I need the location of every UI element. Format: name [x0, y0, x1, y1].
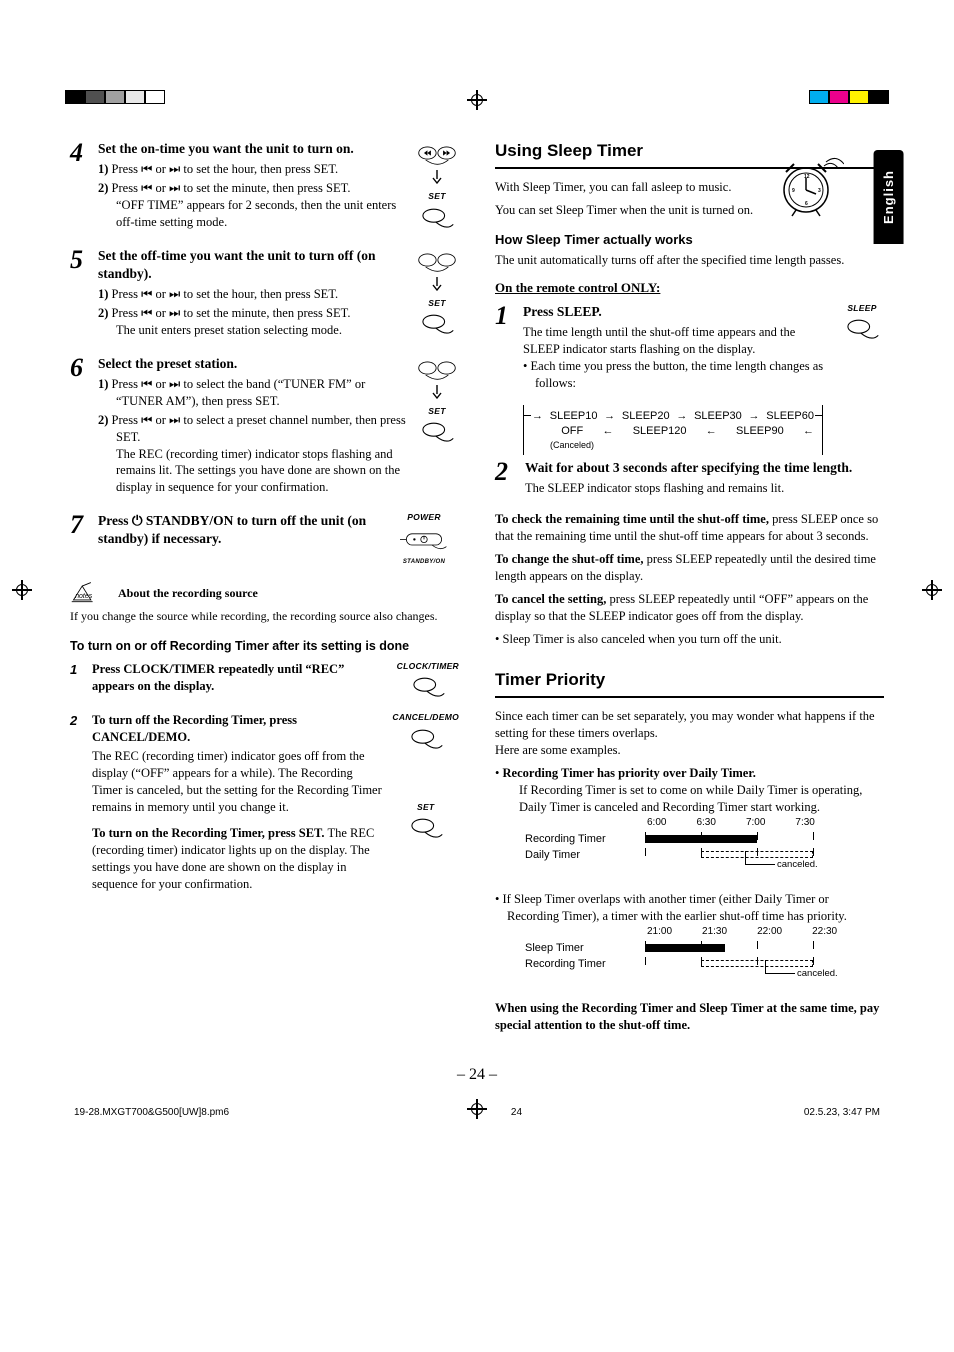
down-arrow-icon	[431, 385, 443, 402]
toggle-step-2: 2 To turn off the Recording Timer, press…	[70, 712, 459, 893]
set-label: SET	[428, 191, 445, 202]
step-4: 4 Set the on-time you want the unit to t…	[70, 140, 459, 233]
set-button-icon	[417, 313, 457, 339]
notes-body: If you change the source while recording…	[70, 608, 459, 624]
grayscale-swatches	[65, 90, 165, 104]
standby-on-label: STANDBY/ON	[403, 558, 445, 566]
how-works-body: The unit automatically turns off after t…	[495, 252, 884, 269]
crosshair-icon	[12, 580, 32, 600]
set-button-icon	[417, 207, 457, 233]
toggle-step-body: The REC (recording timer) indicator goes…	[92, 748, 384, 816]
set-button-icon	[406, 817, 446, 843]
priority-point-1: • Recording Timer has priority over Dail…	[495, 765, 884, 881]
step-title: Set the on-time you want the unit to tur…	[98, 140, 409, 158]
step-5: 5 Set the off-time you want the unit to …	[70, 247, 459, 341]
sleep-label: SLEEP	[847, 303, 876, 314]
down-arrow-icon	[431, 170, 443, 187]
substep: 1) Press ⏮ or ⏭ to set the hour, then pr…	[98, 286, 409, 303]
standby-button-icon	[400, 528, 448, 554]
svg-text:6: 6	[805, 201, 808, 207]
crosshair-icon	[922, 580, 942, 600]
print-registration-top	[0, 90, 954, 120]
right-column: Using Sleep Timer With Sleep Timer, you …	[495, 140, 884, 1040]
set-label: SET	[428, 298, 445, 309]
check-time-para: To check the remaining time until the sh…	[495, 511, 884, 545]
color-swatches	[809, 90, 889, 104]
svg-text:12: 12	[804, 174, 810, 180]
svg-text:3: 3	[818, 188, 821, 194]
skip-buttons-icon	[417, 140, 457, 166]
timer-priority-note: When using the Recording Timer and Sleep…	[495, 1000, 884, 1034]
skip-buttons-icon	[417, 247, 457, 273]
substep: 2) Press ⏮ or ⏭ to set the minute, then …	[98, 305, 409, 339]
cancel-demo-button-icon	[406, 728, 446, 754]
clock-timer-button-icon	[408, 676, 448, 702]
substep: 1) Press ⏮ or ⏭ to select the band (“TUN…	[98, 376, 409, 410]
toggle-step-title: To turn off the Recording Timer, press C…	[92, 712, 384, 746]
step-title: Press ⏻ STANDBY/ON to turn off the unit …	[98, 512, 383, 548]
crosshair-icon	[467, 90, 487, 110]
left-column: 4 Set the on-time you want the unit to t…	[70, 140, 459, 1040]
divider	[495, 696, 884, 698]
set-label: SET	[417, 802, 434, 813]
canceled-label: (Canceled)	[550, 439, 814, 451]
notes-block: notes About the recording source If you …	[70, 580, 459, 624]
step-number: 5	[70, 247, 92, 341]
step-title: Select the preset station.	[98, 355, 409, 373]
toggle-on-title: To turn on the Recording Timer, press SE…	[92, 826, 325, 840]
sleep-chain-diagram: →SLEEP10→ SLEEP20→ SLEEP30→ SLEEP60 OFF←…	[523, 405, 823, 455]
cancel-demo-label: CANCEL/DEMO	[392, 712, 459, 723]
step-number: 6	[70, 355, 92, 498]
clock-timer-label: CLOCK/TIMER	[397, 661, 459, 672]
skip-buttons-icon	[417, 355, 457, 381]
timer-priority-intro: Since each timer can be set separately, …	[495, 708, 884, 759]
substep: 1) Press ⏮ or ⏭ to set the hour, then pr…	[98, 161, 409, 178]
sleep-step-2: 2 Wait for about 3 seconds after specify…	[495, 459, 884, 497]
timer-priority-heading: Timer Priority	[495, 669, 884, 692]
notes-heading: About the recording source	[118, 585, 258, 601]
step-7: 7 Press ⏻ STANDBY/ON to turn off the uni…	[70, 512, 459, 566]
step-title: Wait for about 3 seconds after specifyin…	[525, 459, 884, 477]
step-body-text: The time length until the shut-off time …	[523, 324, 834, 358]
step-number: 2	[495, 459, 517, 497]
step-title: Set the off-time you want the unit to tu…	[98, 247, 409, 283]
notes-icon: notes	[70, 580, 110, 606]
toggle-heading: To turn on or off Recording Timer after …	[70, 638, 459, 655]
set-button-icon	[417, 421, 457, 447]
cancel-bullet: • Sleep Timer is also canceled when you …	[495, 631, 884, 648]
power-label: POWER	[407, 512, 441, 523]
step-number: 1	[495, 303, 517, 392]
priority-chart-2: 21:0021:3022:0022:30Sleep TimerRecording…	[525, 925, 884, 991]
step-body-text: The SLEEP indicator stops flashing and r…	[525, 480, 884, 497]
change-time-para: To change the shut-off time, press SLEEP…	[495, 551, 884, 585]
substep: 2) Press ⏮ or ⏭ to select a preset chann…	[98, 412, 409, 496]
toggle-step-title: Press CLOCK/TIMER repeatedly until “REC”…	[92, 661, 389, 695]
priority-chart-1: 6:006:307:007:30Recording TimerDaily Tim…	[525, 816, 884, 882]
svg-text:notes: notes	[75, 593, 93, 600]
priority-point-2: • If Sleep Timer overlaps with another t…	[495, 891, 884, 990]
sleep-step-1: 1 Press SLEEP. The time length until the…	[495, 303, 884, 392]
step-number: 7	[70, 512, 92, 566]
step-number: 4	[70, 140, 92, 233]
toggle-step-1: 1 Press CLOCK/TIMER repeatedly until “RE…	[70, 661, 459, 702]
sleep-button-icon	[842, 318, 882, 344]
crosshair-icon	[467, 1099, 487, 1119]
set-label: SET	[428, 406, 445, 417]
print-registration-bottom	[0, 1099, 954, 1129]
remote-only-heading: On the remote control ONLY:	[495, 279, 884, 297]
alarm-clock-illustration: 12 3 6 9	[774, 150, 844, 220]
step-bullet: • Each time you press the button, the ti…	[523, 358, 834, 392]
down-arrow-icon	[431, 277, 443, 294]
page-number: – 24 –	[70, 1064, 884, 1086]
how-works-heading: How Sleep Timer actually works	[495, 231, 884, 249]
step-title: Press SLEEP.	[523, 303, 834, 321]
svg-text:9: 9	[792, 188, 795, 194]
cancel-setting-para: To cancel the setting, press SLEEP repea…	[495, 591, 884, 625]
step-6: 6 Select the preset station. 1) Press ⏮ …	[70, 355, 459, 498]
substep: 2) Press ⏮ or ⏭ to set the minute, then …	[98, 180, 409, 231]
language-tab: English	[874, 150, 904, 244]
